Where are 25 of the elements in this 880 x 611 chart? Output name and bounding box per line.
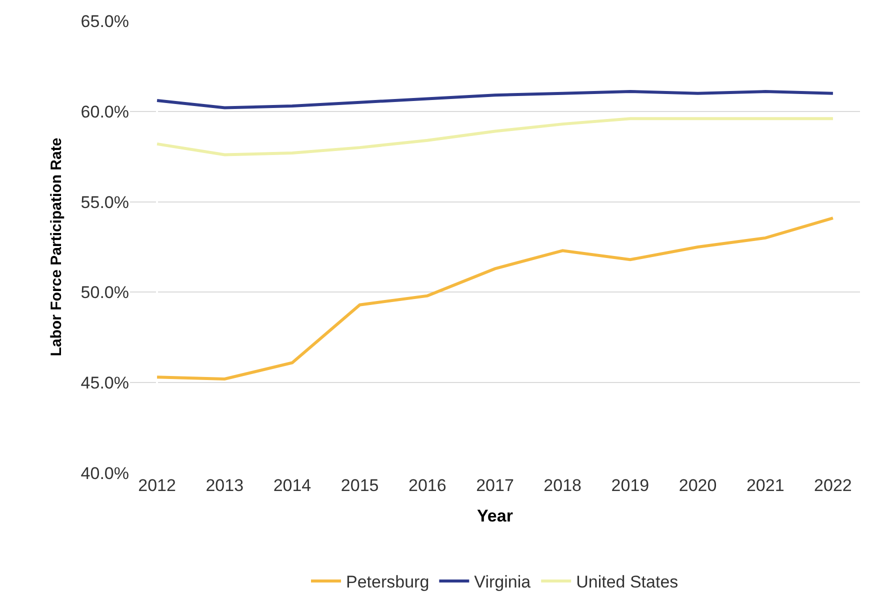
line-series xyxy=(156,117,834,156)
x-tick-label: 2017 xyxy=(476,476,514,495)
y-tick-label: 60.0% xyxy=(80,102,129,122)
x-tick-label: 2015 xyxy=(340,476,379,495)
y-tick-label: 55.0% xyxy=(80,192,129,212)
line-series xyxy=(156,90,834,110)
y-tick-label: 65.0% xyxy=(80,12,129,31)
y-tick-label: 50.0% xyxy=(80,283,129,302)
x-axis-title: Year xyxy=(477,506,514,526)
y-tick-label: 40.0% xyxy=(80,464,129,483)
x-tick-label: 2012 xyxy=(138,476,176,495)
legend-label: Virginia xyxy=(474,572,532,592)
x-tick-label: 2014 xyxy=(273,476,312,495)
x-tick-label: 2018 xyxy=(544,476,582,495)
line-series xyxy=(156,216,834,380)
y-axis-title: Labor Force Participation Rate xyxy=(48,138,66,356)
legend-label: United States xyxy=(576,572,678,592)
x-tick-label: 2019 xyxy=(611,476,650,495)
x-tick-label: 2021 xyxy=(746,476,784,495)
y-tick-label: 45.0% xyxy=(80,374,129,393)
x-tick-label: 2013 xyxy=(206,476,244,495)
x-tick-label: 2016 xyxy=(408,476,446,495)
legend-label: Petersburg xyxy=(346,572,430,592)
x-tick-label: 2022 xyxy=(814,476,852,495)
x-tick-label: 2020 xyxy=(678,476,717,495)
